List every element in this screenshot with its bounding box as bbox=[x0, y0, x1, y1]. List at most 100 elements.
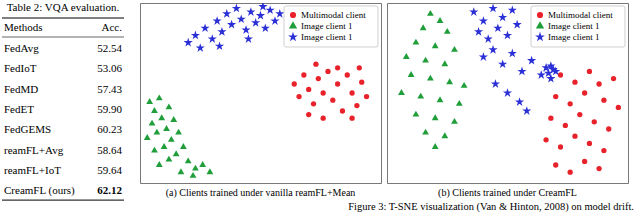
point bbox=[422, 57, 429, 63]
axis-line bbox=[387, 4, 388, 184]
point bbox=[168, 136, 175, 142]
legend-label: Image client 1 bbox=[548, 32, 599, 42]
legend: Multimodal clientImage client 1Image cli… bbox=[284, 6, 378, 47]
point bbox=[144, 134, 151, 140]
axis-line bbox=[140, 4, 141, 184]
point bbox=[301, 72, 306, 77]
point bbox=[543, 137, 548, 142]
point bbox=[340, 108, 345, 113]
point bbox=[479, 16, 488, 25]
table-header: Methods bbox=[4, 21, 43, 33]
point bbox=[491, 79, 500, 88]
table-cell: 53.06 bbox=[97, 62, 122, 74]
point bbox=[156, 161, 163, 167]
point bbox=[582, 159, 587, 164]
point bbox=[213, 16, 222, 25]
point bbox=[568, 101, 573, 106]
point bbox=[488, 45, 497, 54]
point bbox=[251, 18, 260, 27]
point bbox=[587, 69, 592, 74]
table-rule bbox=[2, 18, 124, 19]
point bbox=[417, 93, 424, 99]
point bbox=[568, 170, 573, 175]
legend-symbol bbox=[536, 21, 544, 28]
table-rule bbox=[2, 37, 124, 38]
point bbox=[222, 9, 231, 18]
point bbox=[420, 24, 427, 30]
point bbox=[616, 105, 621, 110]
table-header: Acc. bbox=[102, 21, 123, 33]
legend-symbol bbox=[290, 12, 296, 18]
point bbox=[178, 168, 185, 174]
point bbox=[553, 94, 558, 99]
axis-line bbox=[628, 4, 629, 184]
point bbox=[227, 20, 236, 29]
point bbox=[306, 87, 311, 92]
table-cell: reamFL+Avg bbox=[4, 144, 64, 156]
point bbox=[258, 3, 267, 10]
point bbox=[517, 67, 526, 76]
point bbox=[422, 129, 429, 135]
axis bbox=[388, 3, 629, 4]
point bbox=[558, 72, 563, 77]
point bbox=[508, 49, 517, 58]
point bbox=[149, 120, 156, 126]
point bbox=[256, 11, 265, 20]
point bbox=[413, 39, 420, 45]
legend-symbol bbox=[288, 32, 298, 41]
legend-label: Multimodal client bbox=[301, 10, 366, 20]
point bbox=[432, 143, 439, 149]
point bbox=[572, 80, 577, 85]
point bbox=[461, 82, 468, 88]
point bbox=[479, 52, 488, 61]
table-cell: FedGEMS bbox=[4, 123, 51, 135]
point bbox=[321, 116, 326, 121]
axis-line bbox=[141, 183, 382, 184]
point bbox=[158, 114, 165, 120]
point bbox=[316, 76, 321, 81]
panel-title: (a) Clients trained under vanilla reamFL… bbox=[166, 187, 356, 199]
point bbox=[151, 147, 158, 153]
points bbox=[398, 4, 621, 175]
point bbox=[601, 98, 606, 103]
point bbox=[572, 134, 577, 139]
table-cell: 52.54 bbox=[97, 42, 122, 54]
point bbox=[493, 23, 502, 32]
axis bbox=[388, 183, 629, 184]
point bbox=[444, 28, 451, 34]
axis bbox=[141, 183, 382, 184]
point bbox=[498, 13, 507, 22]
point bbox=[606, 126, 611, 131]
point bbox=[349, 90, 354, 95]
point bbox=[537, 70, 546, 79]
legend-box bbox=[284, 6, 378, 47]
point bbox=[180, 143, 187, 149]
table-title: Table 2: VQA evaluation. bbox=[7, 1, 120, 13]
point bbox=[163, 125, 170, 131]
axis-line bbox=[388, 3, 629, 4]
legend-symbol bbox=[537, 12, 543, 18]
point bbox=[261, 23, 270, 32]
point bbox=[146, 98, 153, 104]
point bbox=[364, 94, 369, 99]
point bbox=[427, 10, 434, 16]
point bbox=[321, 90, 326, 95]
point bbox=[508, 5, 517, 14]
point bbox=[296, 94, 301, 99]
point bbox=[427, 75, 434, 81]
point bbox=[408, 71, 415, 77]
legend-label: Image client 1 bbox=[301, 21, 352, 31]
point bbox=[330, 98, 335, 103]
point bbox=[191, 31, 200, 40]
point bbox=[441, 132, 448, 138]
table-cell: 62.12 bbox=[97, 184, 122, 196]
point bbox=[161, 143, 168, 149]
table-cell: FedET bbox=[4, 103, 34, 115]
point bbox=[156, 94, 163, 100]
point bbox=[306, 112, 311, 117]
axis-line bbox=[381, 4, 382, 184]
point bbox=[196, 43, 205, 52]
point bbox=[596, 166, 601, 171]
point bbox=[513, 20, 522, 29]
point bbox=[498, 59, 507, 68]
